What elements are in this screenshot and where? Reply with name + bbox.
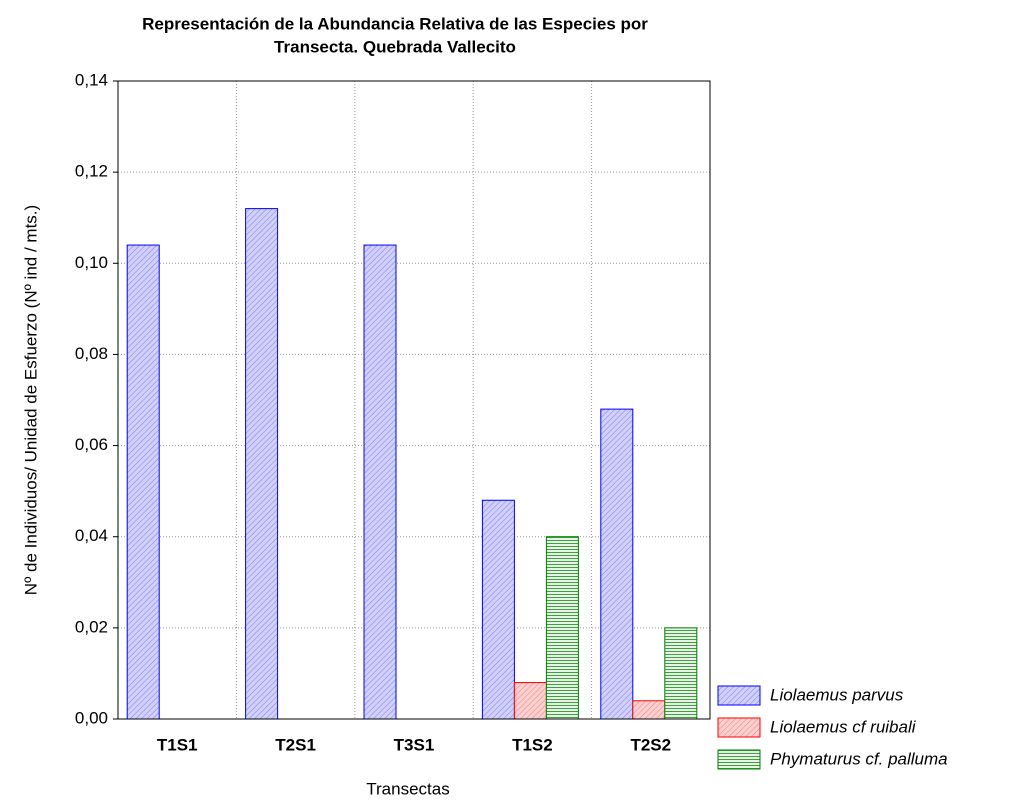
y-tick-label: 0,02 [75,617,108,636]
x-tick-label: T2S2 [630,735,671,754]
bar [513,682,547,720]
bar [632,700,666,720]
chart-title: Representación de la Abundancia Relativa… [142,14,648,33]
y-tick-label: 0,12 [75,162,108,181]
y-tick-label: 0,10 [75,253,108,272]
x-axis-label: Transectas [366,779,449,798]
y-tick-label: 0,04 [75,526,108,545]
legend-label: Phymaturus cf. palluma [770,749,948,768]
x-tick-label: T2S1 [275,735,316,754]
y-tick-label: 0,00 [75,708,108,727]
bar [600,408,634,720]
bar [126,244,160,720]
chart-title: Transecta. Quebrada Vallecito [274,37,516,56]
x-tick-label: T1S1 [157,735,198,754]
y-tick-label: 0,08 [75,344,108,363]
y-tick-label: 0,14 [75,70,108,89]
legend-label: Liolaemus cf ruibali [770,717,917,736]
x-tick-label: T3S1 [394,735,435,754]
legend-label: Liolaemus parvus [770,685,904,704]
plot-frame [117,80,711,720]
bar [481,499,515,720]
bar [363,244,397,720]
legend-swatch [717,685,761,706]
y-axis-label: Nº de Individuos/ Unidad de Esfuerzo (Nº… [21,205,40,595]
bar [545,536,579,720]
bar [664,627,698,720]
legend-swatch [717,717,761,738]
bar [245,208,279,720]
x-tick-label: T1S2 [512,735,553,754]
y-tick-label: 0,06 [75,435,108,454]
legend-swatch [717,749,761,770]
